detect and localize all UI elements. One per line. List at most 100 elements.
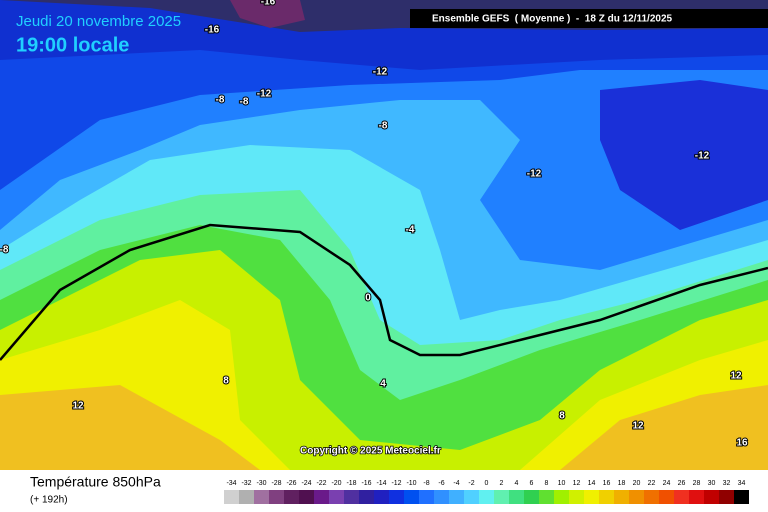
contour-label: 4 [380, 379, 386, 390]
scale-label: 26 [678, 480, 686, 487]
scale-swatch [734, 490, 749, 504]
scale-swatch [404, 490, 419, 504]
scale-label: 6 [530, 480, 534, 487]
scale-swatch [269, 490, 284, 504]
scale-swatch [239, 490, 254, 504]
contour-label: -8 [216, 95, 225, 106]
zero-isotherm [0, 223, 768, 361]
contour-label: -4 [406, 225, 415, 236]
contour-label: -8 [240, 97, 249, 108]
scale-swatch [329, 490, 344, 504]
scale-swatch [569, 490, 584, 504]
time: 19:00 locale [16, 34, 129, 56]
scale-swatch [584, 490, 599, 504]
cold-core [230, 0, 305, 28]
footer-title: Température 850hPa [30, 474, 161, 490]
contour-label: 12 [730, 371, 742, 382]
scale-swatch [419, 490, 434, 504]
run-box [410, 9, 768, 28]
scale-label: -12 [391, 480, 401, 487]
scale-swatch [389, 490, 404, 504]
contour-label: -12 [527, 169, 542, 180]
scale-swatch [299, 490, 314, 504]
scale-swatch [629, 490, 644, 504]
color-scale: -34 -32 -30 -28 -26 -24 -22 -20 -18 -16 -14 -12 -10-… [224, 480, 749, 504]
scandinavia-core [600, 80, 768, 230]
scale-label: 34 [738, 480, 746, 487]
scale-label: -26 [286, 480, 296, 487]
scale-swatch [599, 490, 614, 504]
footer-subtitle: (+ 192h) [30, 495, 68, 506]
scale-swatch [374, 490, 389, 504]
scale-label: -20 [331, 480, 341, 487]
scale-label: -32 [241, 480, 251, 487]
scale-swatch [539, 490, 554, 504]
scale-swatch [689, 490, 704, 504]
contour-label: 8 [223, 376, 229, 387]
scale-swatch [434, 490, 449, 504]
scale-swatch [359, 490, 374, 504]
scale-swatch [719, 490, 734, 504]
scale-label: 2 [500, 480, 504, 487]
scale-label: 12 [573, 480, 581, 487]
scale-swatch [554, 490, 569, 504]
scale-swatch [224, 490, 239, 504]
scale-swatch [464, 490, 479, 504]
scale-swatch [704, 490, 719, 504]
contour-label: 8 [559, 411, 565, 422]
scale-swatch [479, 490, 494, 504]
scale-label: 30 [708, 480, 716, 487]
scale-label: -6 [438, 480, 444, 487]
scale-label: -10 [406, 480, 416, 487]
scale-swatch [284, 490, 299, 504]
scale-label: 22 [648, 480, 656, 487]
contour-label: -8 [0, 245, 9, 256]
scale-label: -30 [256, 480, 266, 487]
scale-swatch [449, 490, 464, 504]
scale-label: -2 [468, 480, 474, 487]
scale-label: -14 [376, 480, 386, 487]
contour-label: -16 [205, 25, 220, 36]
copyright: Copyright © 2025 Meteociel.fr [300, 446, 441, 457]
scale-label: 14 [588, 480, 596, 487]
scale-swatch [659, 490, 674, 504]
contour-labels: -16 -16 -12 -8 -8 -12 -8 -12 -12 -4 -8 0 8 4 12 12 8 12 16 [0, 0, 749, 450]
scale-swatch [509, 490, 524, 504]
scale-label: -22 [316, 480, 326, 487]
contour-label: -8 [379, 121, 388, 132]
contour-label: 12 [72, 401, 84, 412]
scale-label: 10 [558, 480, 566, 487]
run-info: Ensemble GEFS ( Moyenne ) - 18 Z du 12/1… [432, 14, 673, 25]
contour-label: -16 [261, 0, 276, 8]
scale-swatch [614, 490, 629, 504]
scale-label: 18 [618, 480, 626, 487]
scale-swatch [344, 490, 359, 504]
scale-label: 24 [663, 480, 671, 487]
scale-label: -34 [226, 480, 236, 487]
scale-label: -4 [453, 480, 459, 487]
scale-label: 16 [603, 480, 611, 487]
scale-label: -28 [271, 480, 281, 487]
scale-label: -24 [301, 480, 311, 487]
scale-label: 4 [515, 480, 519, 487]
scale-swatch [644, 490, 659, 504]
scale-label: 32 [723, 480, 731, 487]
scale-swatch [524, 490, 539, 504]
scale-label: -8 [423, 480, 429, 487]
scale-label: 0 [485, 480, 489, 487]
scale-label: -16 [361, 480, 371, 487]
contour-label: 0 [365, 293, 371, 304]
scale-label: 20 [633, 480, 641, 487]
date: Jeudi 20 novembre 2025 [16, 13, 181, 30]
scale-label: 8 [545, 480, 549, 487]
scale-swatch [314, 490, 329, 504]
contour-label: -12 [257, 89, 272, 100]
contour-label: 16 [736, 438, 748, 449]
scale-label: 28 [693, 480, 701, 487]
contour-label: -12 [373, 67, 388, 78]
scale-swatch [494, 490, 509, 504]
contour-label: -12 [695, 151, 710, 162]
contour-label: 12 [632, 421, 644, 432]
